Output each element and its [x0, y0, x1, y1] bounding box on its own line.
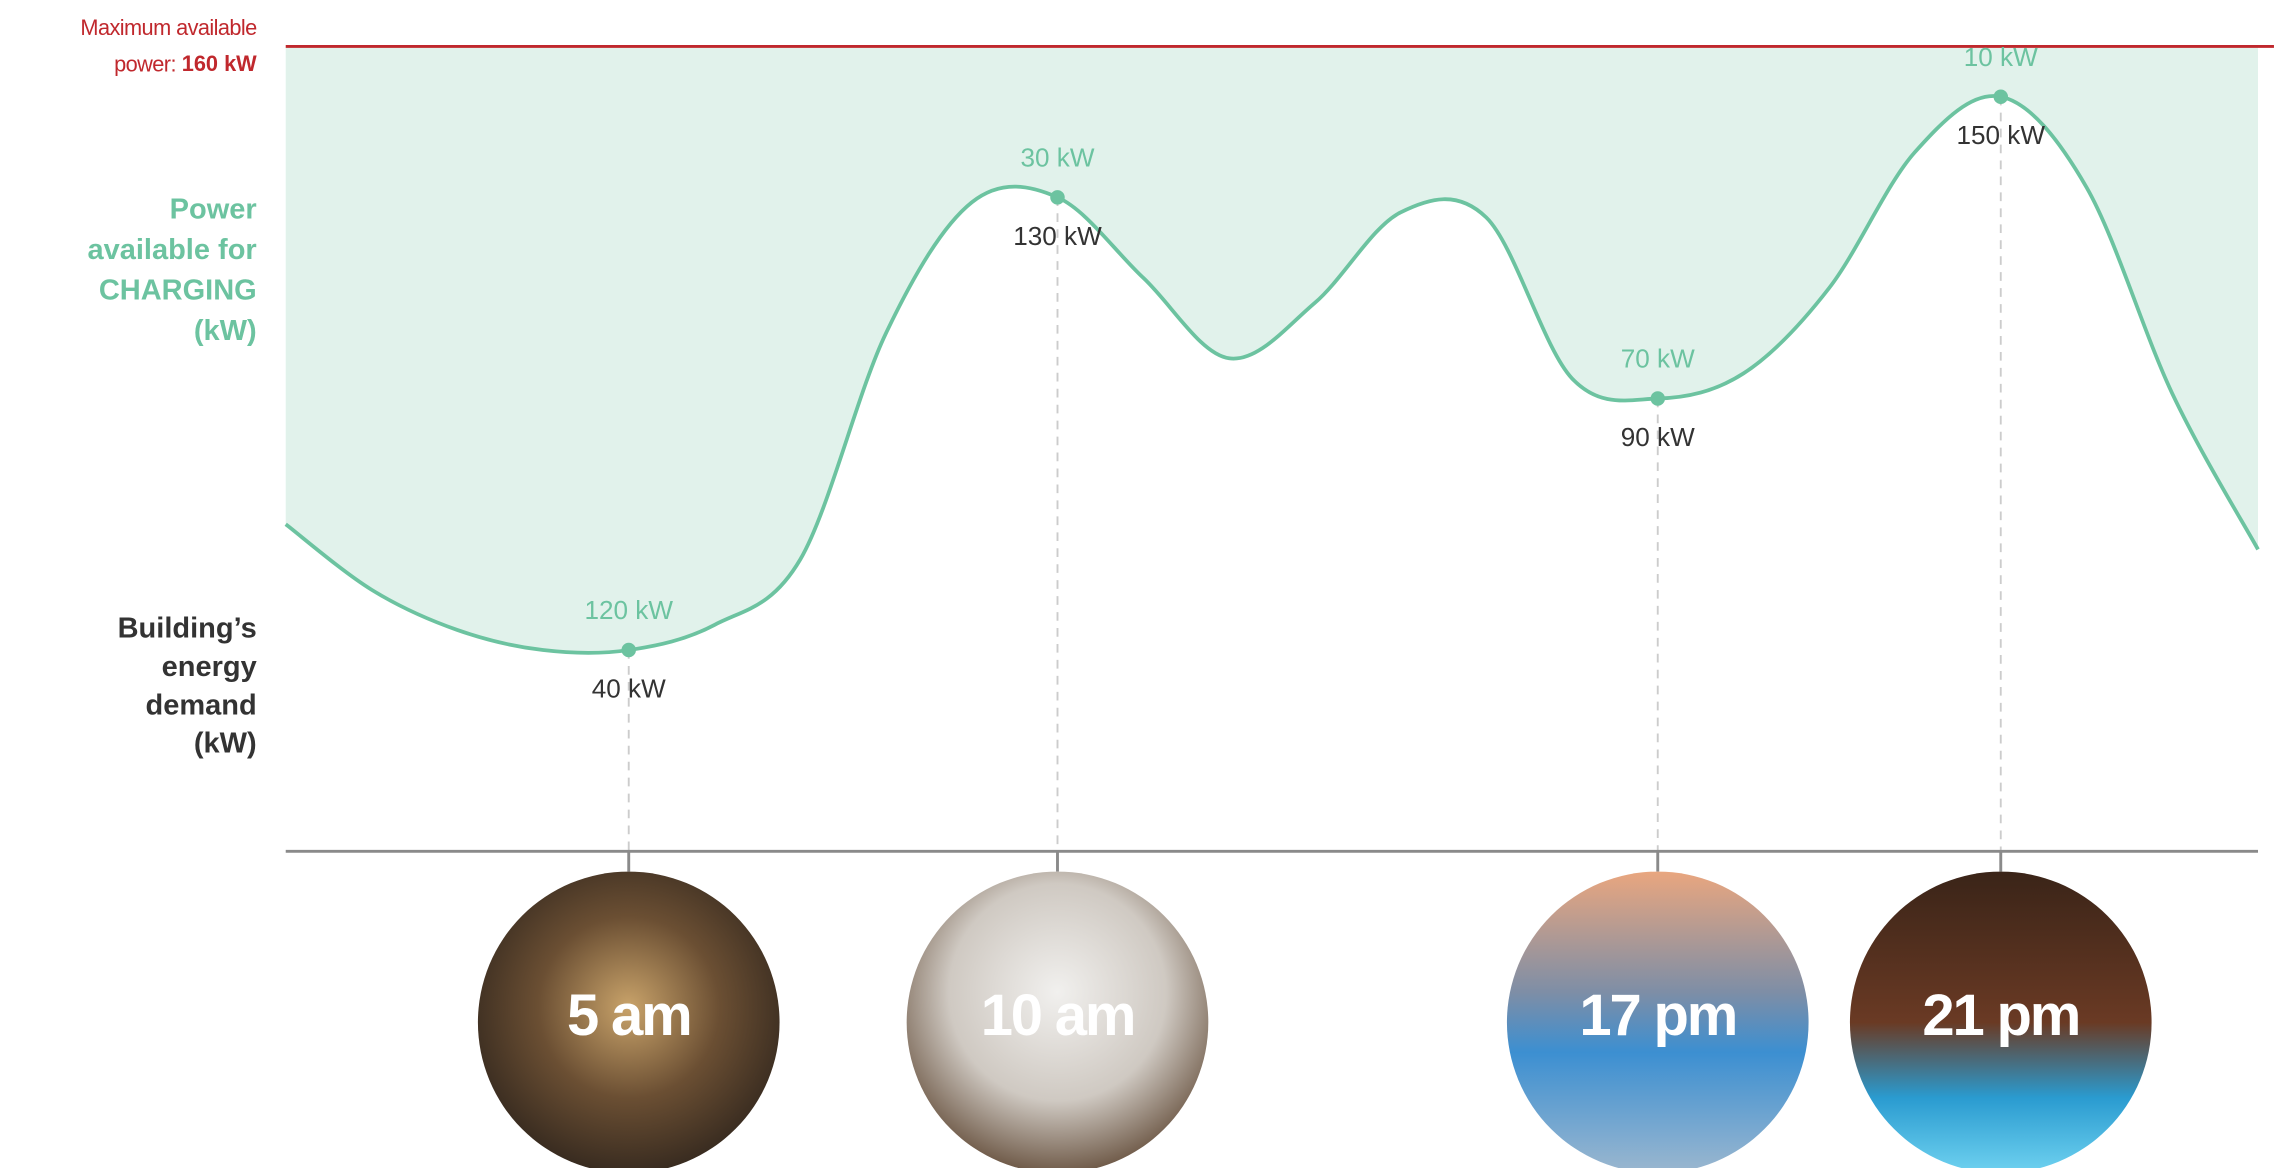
area-label: Power available for CHARGING (kW)	[87, 193, 256, 347]
available-area	[285, 46, 2259, 653]
point	[621, 642, 636, 658]
time-photo	[1849, 871, 2152, 1168]
available-label: 70 kW	[1621, 344, 1695, 374]
time-photo	[1506, 871, 1809, 1168]
demand-label: 90 kW	[1621, 422, 1695, 452]
x-tick-label: 17 pm	[1579, 983, 1736, 1048]
demand-line	[284, 94, 2260, 655]
point	[1993, 89, 2009, 104]
demand-label: 40 kW	[592, 674, 666, 704]
available-label: 30 kW	[1021, 143, 1095, 173]
x-tick-label: 10 am	[981, 983, 1135, 1048]
available-label: 10 kW	[1964, 42, 2038, 72]
x-tick-label: 5 am	[567, 983, 691, 1048]
demand-label: 150 kW	[1957, 120, 2046, 150]
demand-label: 130 kW	[1013, 221, 1102, 251]
point	[1650, 391, 1666, 406]
time-photo	[906, 871, 1209, 1168]
line-label: Building’s energy demand (kW)	[118, 612, 257, 759]
max-label: Maximum available power:	[80, 15, 257, 76]
max-value-label: 160 kW	[182, 51, 257, 76]
point	[1050, 190, 1065, 205]
available-label: 120 kW	[584, 595, 673, 625]
x-tick-label: 21 pm	[1922, 983, 2079, 1048]
time-photo	[477, 871, 780, 1168]
